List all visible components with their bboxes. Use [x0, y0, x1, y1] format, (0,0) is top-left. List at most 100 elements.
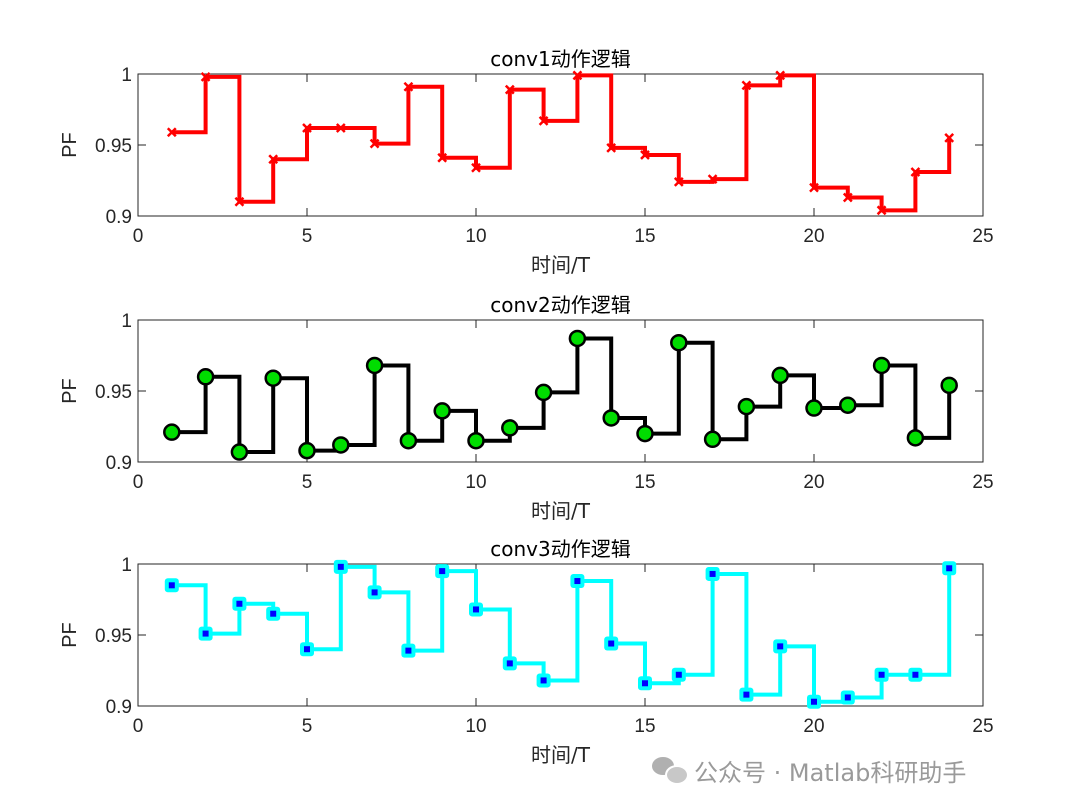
- data-point: [842, 192, 853, 203]
- data-point: [910, 167, 921, 177]
- x-tick-label: 25: [972, 472, 993, 493]
- data-point: [773, 639, 788, 654]
- y-tick-label: 0.9: [106, 207, 132, 228]
- data-point: [906, 429, 925, 447]
- data-point: [335, 123, 346, 133]
- x-tick-label: 10: [465, 716, 486, 737]
- data-point: [604, 636, 619, 651]
- y-axis-label: PF: [59, 378, 81, 404]
- x-tick-label: 25: [972, 226, 993, 247]
- x-tick-label: 0: [133, 226, 144, 247]
- x-tick-label: 10: [465, 226, 486, 247]
- data-point: [302, 123, 312, 133]
- x-tick-label: 10: [465, 472, 486, 493]
- data-point: [602, 409, 620, 427]
- data-point: [433, 402, 451, 420]
- data-point: [568, 329, 587, 348]
- y-tick-label: 0.95: [95, 626, 132, 647]
- watermark-text: 公众号 · Matlab科研助手: [694, 758, 967, 787]
- data-point: [839, 396, 857, 414]
- data-point: [471, 162, 481, 173]
- data-point: [365, 356, 384, 375]
- data-point: [874, 667, 889, 682]
- x-tick-label: 15: [634, 226, 655, 247]
- data-point: [264, 369, 282, 387]
- data-point: [163, 423, 181, 441]
- data-point: [196, 368, 215, 386]
- data-point: [840, 690, 855, 705]
- data-point: [942, 561, 957, 576]
- x-tick-label: 15: [634, 716, 655, 737]
- x-tick-label: 5: [302, 716, 313, 737]
- y-tick-label: 0.95: [95, 382, 132, 403]
- subplot-title: conv1动作逻辑: [490, 47, 630, 71]
- data-point: [940, 376, 958, 395]
- data-point: [536, 673, 551, 688]
- x-tick-label: 20: [803, 226, 824, 247]
- data-point: [467, 431, 485, 450]
- data-point: [332, 436, 350, 454]
- data-point: [876, 205, 887, 216]
- data-point: [737, 397, 756, 416]
- data-point: [534, 383, 553, 402]
- data-point: [232, 596, 247, 611]
- series-line: [171, 336, 952, 455]
- data-point: [775, 70, 786, 81]
- data-point: [538, 115, 549, 126]
- data-point: [164, 578, 179, 593]
- data-point: [636, 424, 654, 443]
- data-point: [809, 182, 819, 193]
- y-axis-label: PF: [59, 132, 81, 158]
- data-point: [268, 154, 279, 165]
- y-tick-label: 0.9: [106, 697, 132, 718]
- data-point: [707, 174, 718, 184]
- data-point: [908, 667, 923, 682]
- x-tick-label: 15: [634, 472, 655, 493]
- data-point: [198, 626, 213, 641]
- data-point: [807, 694, 821, 709]
- data-point: [944, 133, 955, 143]
- data-point: [739, 687, 754, 702]
- data-point: [300, 642, 314, 657]
- y-tick-label: 0.95: [95, 136, 132, 157]
- x-tick-label: 5: [302, 472, 313, 493]
- data-point: [401, 643, 416, 658]
- data-point: [572, 70, 583, 81]
- data-point: [771, 366, 789, 385]
- x-tick-label: 5: [302, 226, 313, 247]
- x-tick-label: 0: [133, 716, 144, 737]
- y-tick-label: 1: [121, 311, 132, 332]
- data-point: [741, 80, 752, 91]
- data-point: [399, 431, 418, 450]
- y-axis-label: PF: [59, 622, 81, 648]
- x-tick-label: 25: [972, 716, 993, 737]
- data-point: [673, 177, 684, 187]
- data-point: [403, 81, 414, 92]
- data-point: [570, 574, 585, 589]
- series-line: [171, 73, 952, 213]
- data-point: [200, 71, 211, 82]
- y-tick-label: 1: [121, 555, 132, 576]
- y-tick-label: 1: [121, 65, 132, 86]
- x-axis-label: 时间/T: [531, 743, 591, 767]
- x-tick-label: 0: [133, 472, 144, 493]
- data-point: [872, 356, 891, 375]
- data-point: [266, 606, 281, 621]
- data-point: [504, 84, 515, 95]
- series-line: [171, 564, 952, 704]
- data-point: [640, 150, 650, 160]
- wechat-icon: [652, 755, 689, 785]
- data-point: [671, 667, 686, 682]
- subplot-title: conv2动作逻辑: [490, 293, 630, 317]
- x-tick-label: 20: [803, 716, 824, 737]
- data-point: [705, 566, 720, 581]
- x-axis-label: 时间/T: [531, 253, 591, 277]
- data-point: [298, 441, 316, 460]
- data-point: [230, 443, 249, 461]
- plot-area: [137, 73, 984, 217]
- data-point: [703, 430, 722, 449]
- data-point: [469, 602, 483, 617]
